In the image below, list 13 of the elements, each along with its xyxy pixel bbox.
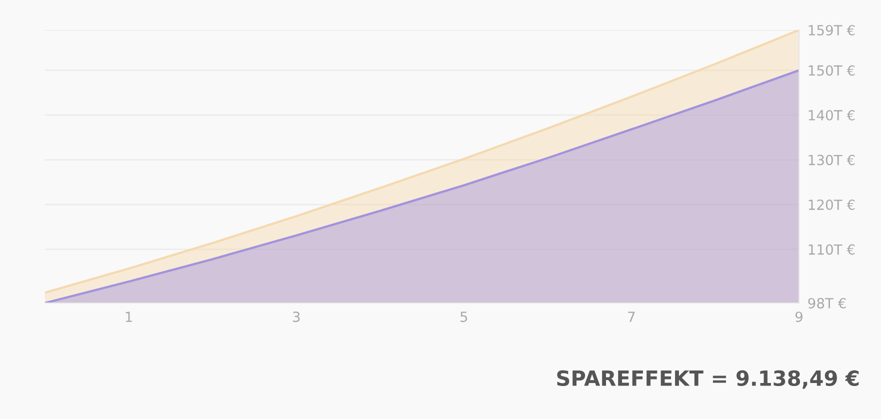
y-tick-label: 159T € [808, 24, 855, 36]
x-tick-label: 1 [126, 312, 132, 322]
x-tick-label: 5 [460, 312, 468, 322]
x-tick-label: 3 [292, 312, 300, 322]
y-tick-label: 140T € [808, 110, 855, 121]
y-tick-label: 98T € [808, 298, 846, 308]
x-tick-label: 9 [795, 312, 802, 322]
y-tick-label: 110T € [808, 244, 855, 255]
y-tick-label: 120T € [808, 200, 855, 210]
text: SPAREFFEKT = 9.138,49 € [557, 370, 859, 389]
y-tick-label: 150T € [808, 65, 855, 76]
x-tick-label: 7 [628, 312, 635, 322]
y-tick-label: 130T € [808, 154, 855, 166]
